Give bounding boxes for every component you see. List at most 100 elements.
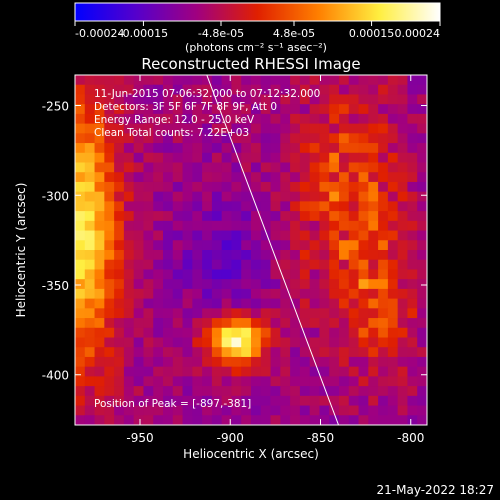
heatmap-cell: [133, 269, 145, 280]
heatmap-cell: [133, 113, 145, 125]
heatmap-cell: [104, 152, 115, 164]
heatmap-cell: [84, 347, 96, 358]
heatmap-cell: [368, 376, 379, 387]
heatmap-cell: [241, 337, 252, 348]
heatmap-cell: [387, 250, 399, 261]
heatmap-cell: [202, 143, 213, 154]
heatmap-cell: [251, 386, 262, 397]
heatmap-cell: [368, 386, 379, 397]
heatmap-cell: [260, 366, 272, 377]
heatmap-cell: [231, 279, 242, 290]
heatmap-cell: [309, 104, 321, 115]
heatmap-cell: [378, 172, 389, 183]
heatmap-cell: [329, 230, 340, 241]
heatmap-cell: [358, 240, 369, 251]
heatmap-cell: [397, 104, 409, 115]
heatmap-cell: [290, 318, 301, 329]
heatmap-cell: [163, 211, 174, 222]
heatmap-cell: [387, 220, 399, 232]
heatmap-cell: [202, 279, 213, 290]
heatmap-cell: [241, 191, 252, 202]
heatmap-cell: [270, 298, 281, 309]
heatmap-cell: [329, 172, 340, 183]
heatmap-cell: [309, 347, 321, 358]
heatmap-cell: [153, 220, 164, 232]
heatmap-cell: [163, 240, 174, 251]
heatmap-cell: [299, 94, 311, 105]
heatmap-cell: [417, 269, 427, 280]
heatmap-cell: [280, 162, 291, 173]
heatmap-cell: [163, 133, 174, 144]
heatmap-cell: [241, 250, 252, 261]
heatmap-cell: [319, 308, 330, 319]
heatmap-cell: [182, 250, 193, 261]
heatmap-cell: [270, 269, 281, 280]
heatmap-cell: [407, 113, 418, 125]
heatmap-cell: [143, 75, 154, 86]
heatmap-cell: [368, 415, 379, 425]
heatmap-cell: [387, 240, 399, 251]
heatmap-cell: [339, 415, 350, 425]
heatmap-cell: [260, 172, 272, 183]
heatmap-cell: [143, 356, 154, 368]
heatmap-cell: [387, 279, 399, 290]
heatmap-cell: [260, 250, 272, 261]
heatmap-cell: [378, 220, 389, 232]
heatmap-cell: [348, 211, 360, 222]
heatmap-cell: [339, 230, 350, 241]
heatmap-cell: [387, 201, 399, 212]
heatmap-cell: [114, 220, 125, 232]
heatmap-cell: [348, 75, 360, 86]
heatmap-cell: [329, 269, 340, 280]
heatmap-cell: [270, 211, 281, 222]
heatmap-cell: [123, 250, 135, 261]
heatmap-cell: [309, 172, 321, 183]
heatmap-cell: [348, 152, 360, 164]
heatmap-cell: [114, 395, 125, 407]
heatmap-cell: [339, 298, 350, 309]
heatmap-cell: [133, 415, 145, 425]
heatmap-cell: [270, 288, 281, 300]
heatmap-cell: [221, 259, 233, 271]
heatmap-cell: [251, 133, 262, 144]
heatmap-cell: [417, 152, 427, 164]
heatmap-cell: [358, 347, 369, 358]
heatmap-cell: [192, 123, 203, 134]
heatmap-cell: [387, 181, 399, 193]
heatmap-cell: [348, 337, 360, 348]
heatmap-cell: [202, 298, 213, 309]
heatmap-cell: [299, 279, 311, 290]
heatmap-cell: [387, 308, 399, 319]
heatmap-cell: [241, 211, 252, 222]
heatmap-cell: [114, 191, 125, 202]
heatmap-cell: [94, 308, 105, 319]
heatmap-cell: [172, 123, 184, 134]
heatmap-cell: [133, 318, 145, 329]
heatmap-cell: [280, 405, 291, 416]
heatmap-cell: [309, 181, 321, 193]
heatmap-cell: [329, 240, 340, 251]
heatmap-cell: [172, 84, 184, 96]
heatmap-cell: [143, 415, 154, 425]
colorbar-tick-label: 4.8e-05: [273, 27, 315, 40]
heatmap-cell: [75, 240, 86, 251]
heatmap-cell: [339, 347, 350, 358]
heatmap-cell: [192, 250, 203, 261]
heatmap-cell: [270, 405, 281, 416]
heatmap-cell: [75, 250, 86, 261]
heatmap-cell: [280, 220, 291, 232]
heatmap-cell: [251, 376, 262, 387]
heatmap-cell: [75, 308, 86, 319]
heatmap-cell: [280, 288, 291, 300]
heatmap-cell: [251, 230, 262, 241]
heatmap-cell: [299, 201, 311, 212]
heatmap-cell: [114, 133, 125, 144]
heatmap-cell: [182, 84, 193, 96]
heatmap-cell: [397, 84, 409, 96]
heatmap-cell: [104, 201, 115, 212]
heatmap-cell: [299, 405, 311, 416]
heatmap-cell: [221, 288, 233, 300]
heatmap-cell: [299, 386, 311, 397]
heatmap-cell: [299, 308, 311, 319]
heatmap-cell: [114, 84, 125, 96]
